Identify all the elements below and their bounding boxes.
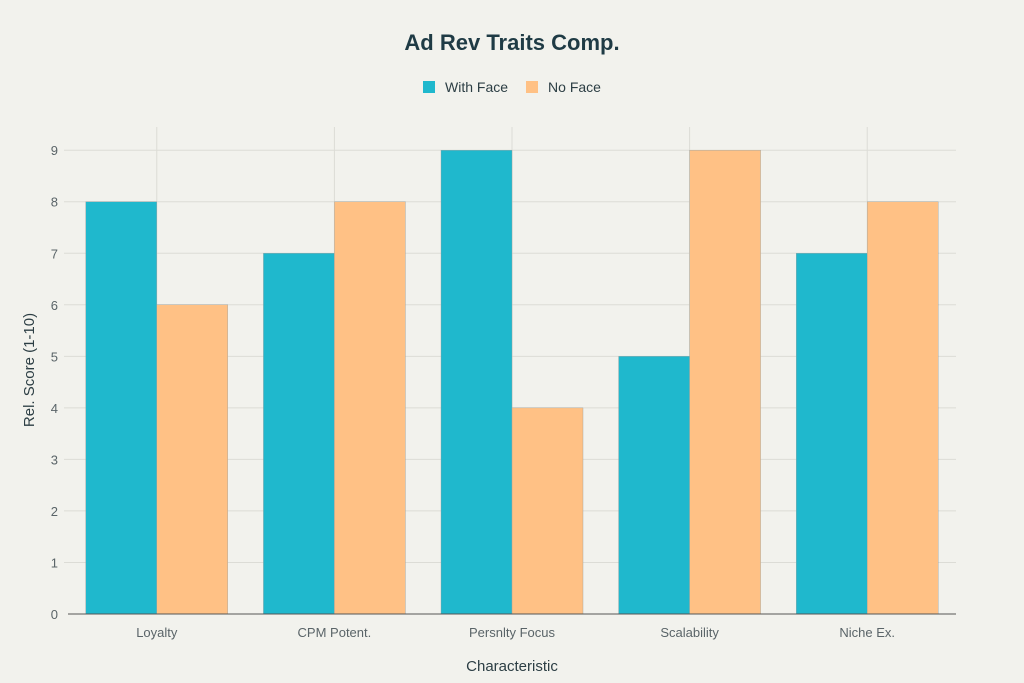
x-axis-label: Characteristic xyxy=(466,658,558,675)
x-tick-label: Persnlty Focus xyxy=(469,625,555,640)
x-tick-label: Niche Ex. xyxy=(839,625,895,640)
y-tick-label: 2 xyxy=(51,504,58,519)
bar-with-face xyxy=(618,356,690,615)
bar-with-face xyxy=(440,149,513,615)
bar-no-face xyxy=(334,201,406,615)
y-axis-label: Rel. Score (1-10) xyxy=(21,313,38,427)
y-tick-label: 6 xyxy=(51,298,58,313)
y-tick-label: 4 xyxy=(51,401,58,416)
bar-with-face xyxy=(85,201,158,615)
legend-label-no-face: No Face xyxy=(548,79,601,95)
y-tick-label: 8 xyxy=(51,195,58,210)
y-tick-label: 0 xyxy=(51,607,58,622)
legend-item-with-face[interactable]: With Face xyxy=(423,79,508,95)
legend: With Face No Face xyxy=(0,79,1024,95)
bar-no-face xyxy=(867,201,939,615)
legend-item-no-face[interactable]: No Face xyxy=(526,79,601,95)
y-tick-label: 9 xyxy=(51,143,58,158)
bar-with-face xyxy=(796,253,868,615)
legend-swatch-no-face xyxy=(526,81,539,93)
bar-with-face xyxy=(263,253,335,615)
x-tick-label: Loyalty xyxy=(136,625,178,640)
x-tick-label: Scalability xyxy=(660,625,719,640)
legend-swatch-with-face xyxy=(423,81,436,93)
y-tick-label: 5 xyxy=(51,349,58,364)
bar-no-face xyxy=(156,304,229,615)
legend-label-with-face: With Face xyxy=(445,79,509,95)
y-tick-label: 1 xyxy=(51,555,58,570)
x-tick-label: CPM Potent. xyxy=(298,625,372,640)
chart-title: Ad Rev Traits Comp. xyxy=(404,30,620,55)
y-tick-label: 3 xyxy=(51,452,58,467)
bar-no-face xyxy=(511,407,584,615)
y-tick-label: 7 xyxy=(51,246,58,261)
bar-no-face xyxy=(689,149,761,615)
